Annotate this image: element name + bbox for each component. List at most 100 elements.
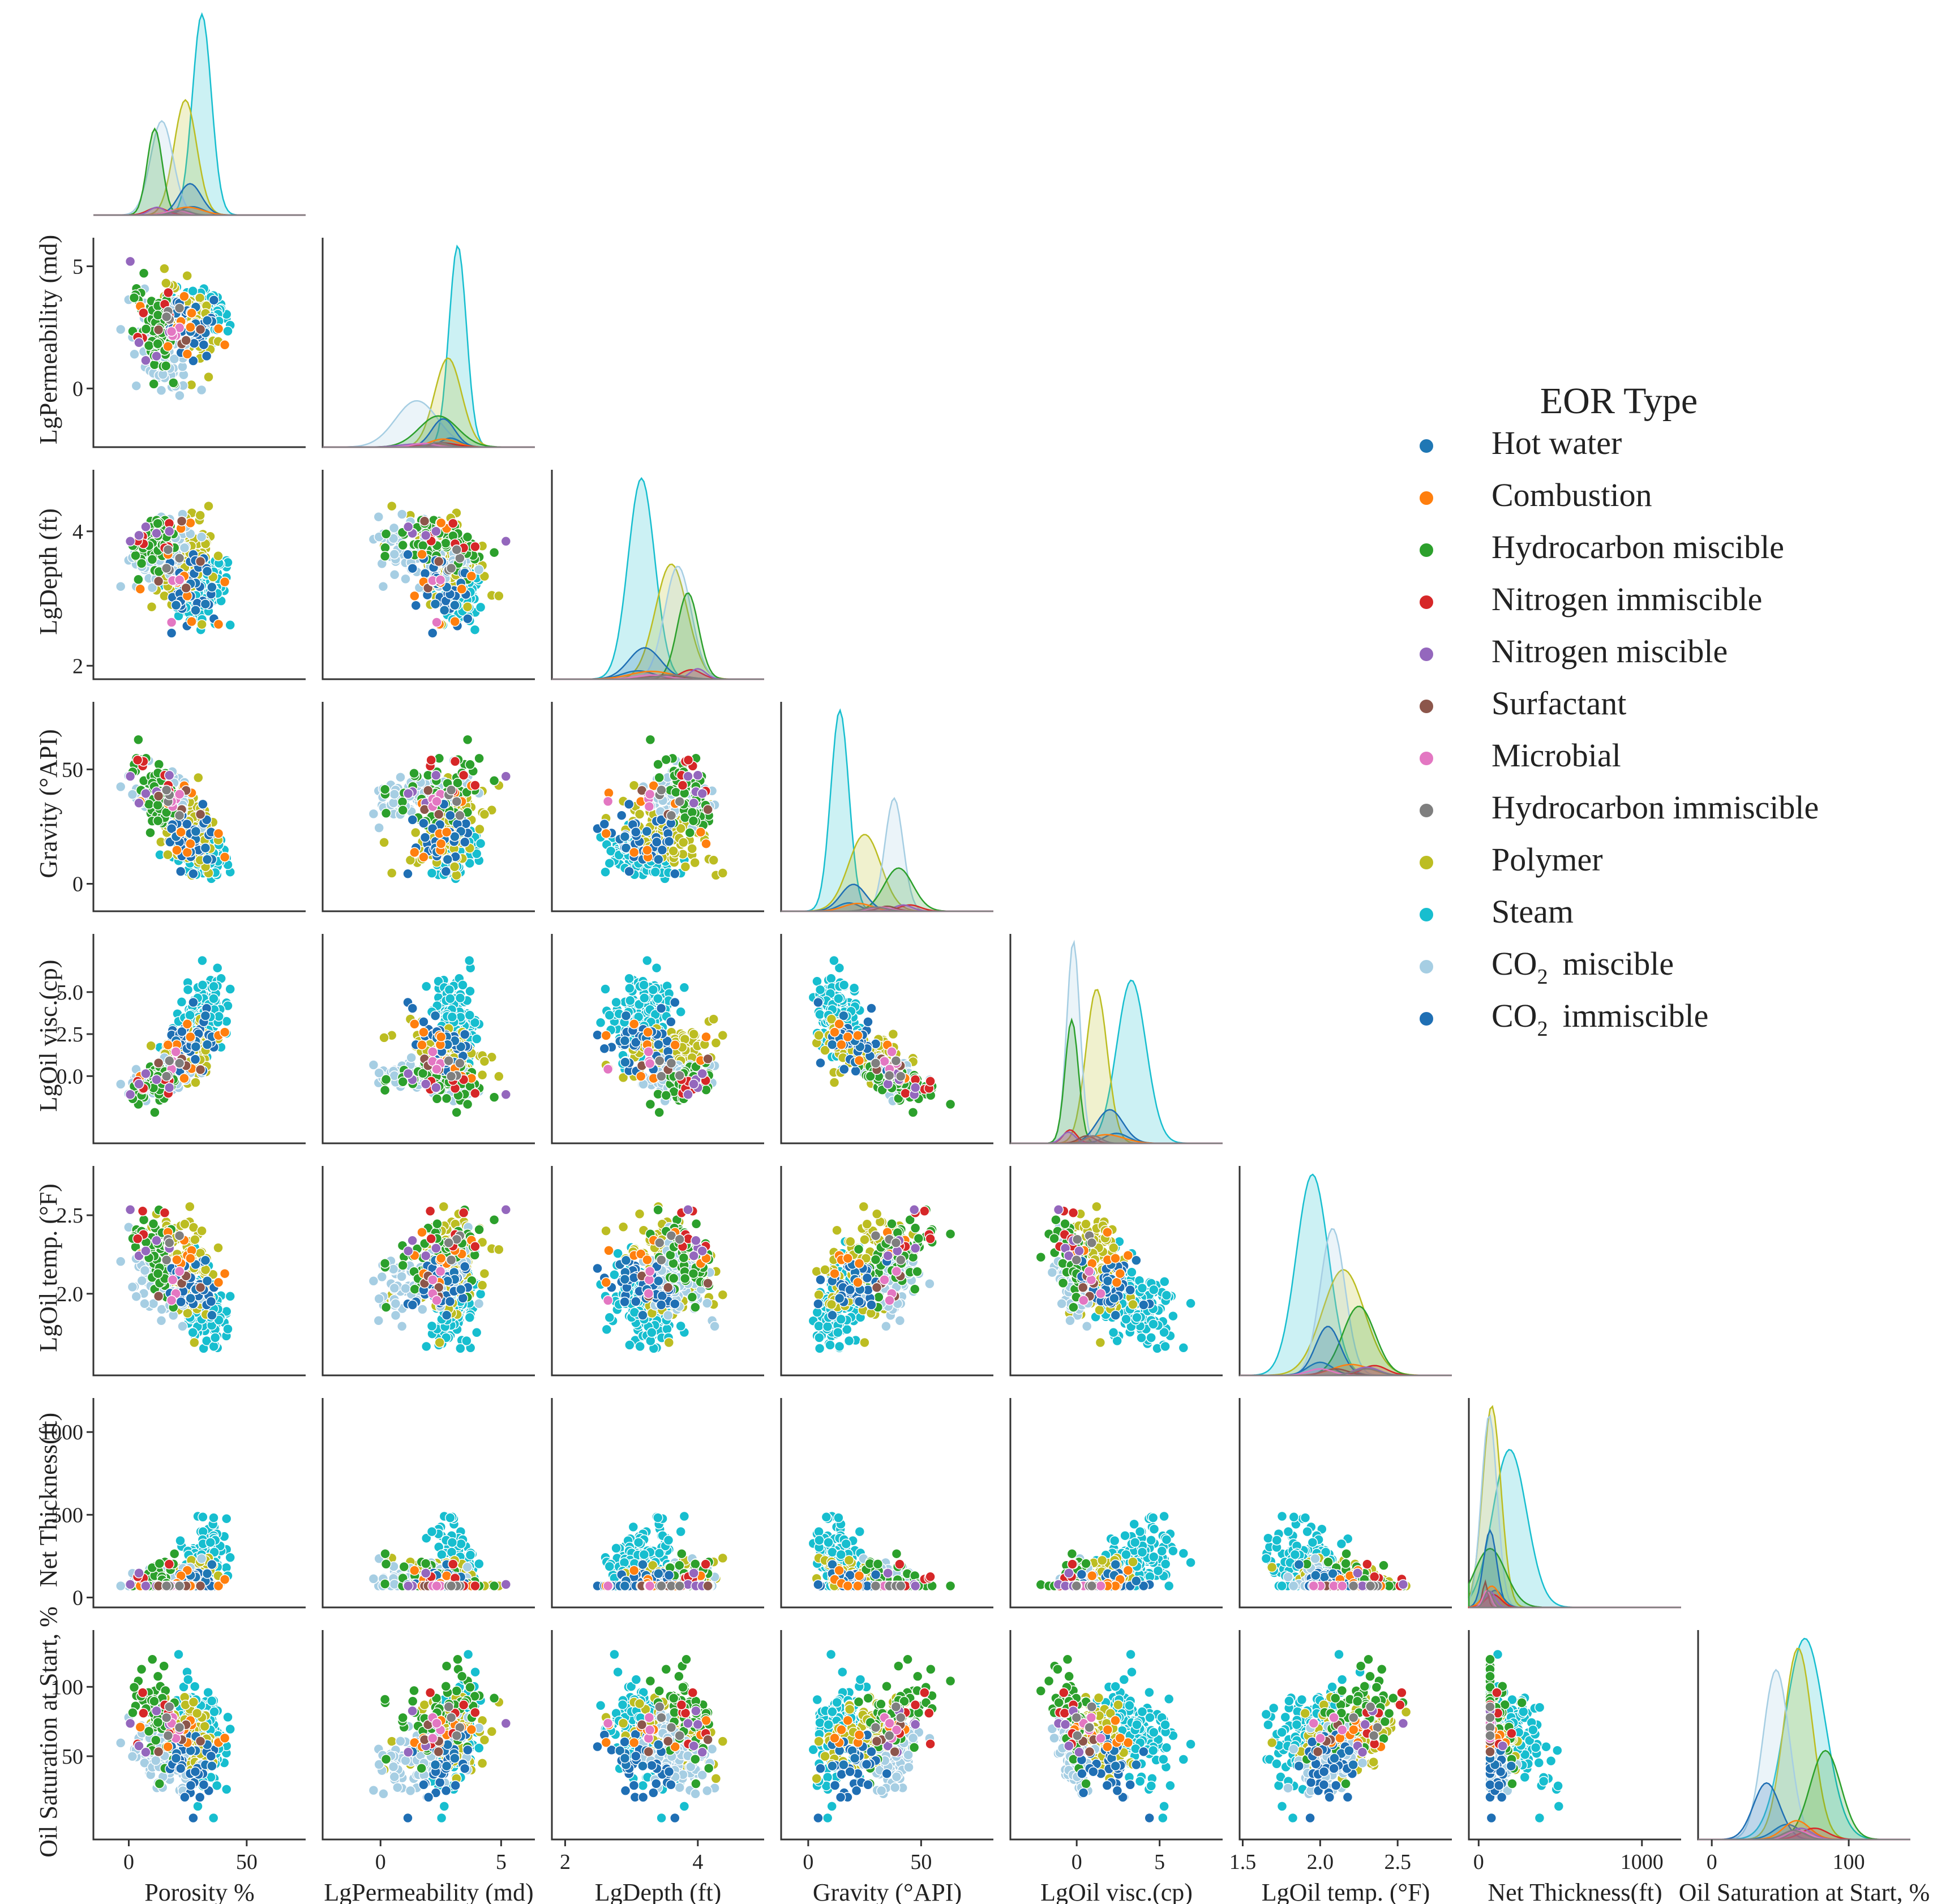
scatter-point bbox=[603, 1065, 613, 1074]
kde-panel-LgOil visc.(cp) bbox=[1010, 934, 1223, 1143]
scatter-point bbox=[175, 391, 185, 400]
scatter-point bbox=[153, 339, 162, 349]
scatter-point bbox=[207, 582, 217, 592]
scatter-point bbox=[186, 518, 195, 528]
scatter-point bbox=[501, 537, 511, 546]
scatter-point bbox=[162, 564, 172, 573]
scatter-point bbox=[421, 833, 430, 842]
scatter-point bbox=[470, 542, 480, 551]
scatter-point bbox=[410, 848, 419, 857]
scatter-point bbox=[191, 1078, 200, 1087]
scatter-point bbox=[666, 1017, 676, 1027]
scatter-point bbox=[441, 867, 451, 876]
scatter-point bbox=[652, 837, 662, 847]
y-tick-label: 4 bbox=[72, 520, 83, 544]
scatter-point bbox=[411, 828, 421, 838]
scatter-point bbox=[209, 295, 218, 305]
scatter-point bbox=[389, 550, 399, 559]
scatter-point bbox=[639, 980, 649, 990]
scatter-point bbox=[134, 338, 144, 348]
scatter-point bbox=[631, 827, 641, 837]
scatter-point bbox=[167, 628, 177, 638]
y-tick-label: 50 bbox=[62, 758, 83, 782]
scatter-point bbox=[432, 1094, 442, 1104]
scatter-point bbox=[622, 1011, 631, 1020]
scatter-point bbox=[176, 867, 186, 876]
scatter-point bbox=[130, 349, 139, 359]
scatter-point bbox=[149, 379, 158, 389]
scatter-point bbox=[718, 868, 727, 878]
scatter-point bbox=[494, 591, 504, 601]
scatter-point bbox=[465, 1010, 474, 1020]
scatter-point bbox=[426, 755, 436, 765]
scatter-point bbox=[182, 349, 192, 359]
scatter-point bbox=[171, 1047, 181, 1057]
scatter-point bbox=[196, 1065, 205, 1074]
scatter-point bbox=[213, 551, 223, 561]
scatter-point bbox=[448, 518, 458, 528]
scatter-point bbox=[152, 529, 161, 538]
scatter-point bbox=[850, 983, 859, 993]
scatter-point bbox=[175, 303, 185, 313]
scatter-point bbox=[382, 529, 391, 539]
scatter-point bbox=[162, 312, 172, 321]
scatter-point bbox=[380, 784, 390, 794]
scatter-point bbox=[693, 770, 702, 780]
scatter-point bbox=[163, 1040, 173, 1050]
scatter-point bbox=[431, 599, 440, 609]
scatter-point bbox=[419, 1017, 428, 1027]
scatter-point bbox=[428, 1047, 438, 1057]
scatter-point bbox=[380, 1086, 390, 1095]
scatter-point bbox=[183, 985, 193, 994]
y-tick-label: 0 bbox=[72, 377, 83, 401]
scatter-point bbox=[624, 799, 634, 809]
scatter-point bbox=[146, 1041, 156, 1050]
scatter-point bbox=[709, 1014, 718, 1024]
scatter-point bbox=[204, 372, 213, 382]
scatter-panel bbox=[323, 934, 535, 1143]
scatter-point bbox=[436, 839, 446, 848]
scatter-point bbox=[490, 548, 499, 558]
scatter-point bbox=[382, 1075, 391, 1084]
scatter-point bbox=[476, 839, 486, 848]
scatter-point bbox=[165, 1056, 174, 1066]
scatter-point bbox=[177, 997, 186, 1007]
scatter-point bbox=[644, 802, 654, 812]
scatter-point bbox=[601, 829, 611, 838]
scatter-point bbox=[501, 1090, 511, 1099]
scatter-point bbox=[432, 1065, 442, 1074]
scatter-point bbox=[198, 980, 208, 990]
scatter-point bbox=[220, 1027, 230, 1037]
scatter-point bbox=[187, 617, 196, 627]
scatter-point bbox=[417, 1040, 427, 1050]
scatter-point bbox=[419, 818, 428, 828]
scatter-point bbox=[463, 614, 473, 624]
kde-curve-Combustion bbox=[1010, 1135, 1223, 1143]
scatter-point bbox=[196, 325, 205, 335]
scatter-point bbox=[447, 564, 456, 573]
scatter-point bbox=[134, 574, 143, 584]
scatter-point bbox=[463, 735, 473, 744]
scatter-point bbox=[452, 870, 461, 880]
scatter-point bbox=[141, 789, 151, 799]
scatter-point bbox=[479, 809, 489, 819]
scatter-point bbox=[422, 981, 431, 991]
scatter-point bbox=[455, 811, 465, 820]
scatter-point bbox=[160, 264, 169, 273]
scatter-point bbox=[501, 771, 511, 781]
scatter-point bbox=[203, 1040, 212, 1049]
scatter-point bbox=[431, 770, 441, 780]
scatter-point bbox=[428, 628, 438, 638]
scatter-point bbox=[126, 256, 135, 266]
scatter-point bbox=[465, 760, 475, 769]
scatter-point bbox=[169, 378, 178, 388]
scatter-point bbox=[225, 984, 235, 994]
scatter-point bbox=[826, 974, 836, 983]
scatter-point bbox=[197, 620, 207, 629]
scatter-point bbox=[141, 522, 151, 531]
scatter-point bbox=[198, 956, 207, 966]
scatter-point bbox=[398, 541, 408, 550]
scatter-point bbox=[479, 1057, 489, 1066]
scatter-point bbox=[447, 785, 456, 795]
